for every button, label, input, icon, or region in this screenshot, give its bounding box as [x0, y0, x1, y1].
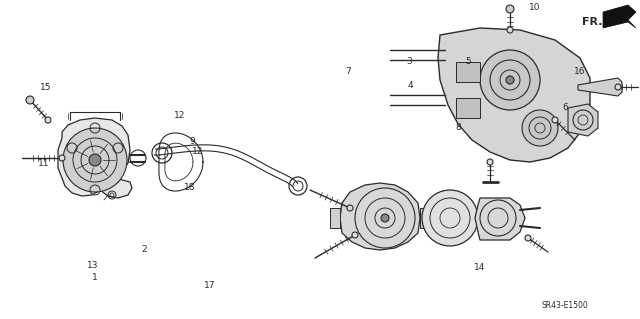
Text: 12: 12	[192, 147, 204, 157]
Circle shape	[487, 159, 493, 165]
Circle shape	[615, 84, 621, 90]
Circle shape	[352, 232, 358, 238]
Text: 12: 12	[174, 110, 186, 120]
Polygon shape	[438, 28, 590, 162]
Circle shape	[45, 117, 51, 123]
Circle shape	[381, 214, 389, 222]
Polygon shape	[578, 78, 622, 96]
Polygon shape	[475, 198, 525, 240]
Text: 17: 17	[204, 280, 216, 290]
Text: FR.: FR.	[582, 17, 602, 27]
Polygon shape	[456, 62, 480, 82]
Circle shape	[522, 110, 558, 146]
Polygon shape	[603, 5, 636, 28]
Text: 6: 6	[562, 103, 568, 113]
Text: 3: 3	[406, 57, 412, 66]
Text: 16: 16	[574, 68, 586, 77]
Circle shape	[507, 27, 513, 33]
Text: 15: 15	[40, 84, 52, 93]
Circle shape	[480, 50, 540, 110]
Polygon shape	[58, 118, 132, 198]
Text: 10: 10	[529, 4, 541, 12]
Text: 18: 18	[184, 183, 196, 192]
Circle shape	[59, 155, 65, 161]
Text: 4: 4	[407, 80, 413, 90]
Circle shape	[26, 96, 34, 104]
Text: 14: 14	[474, 263, 486, 272]
Circle shape	[89, 154, 101, 166]
Text: SR43-E1500: SR43-E1500	[541, 300, 588, 309]
Text: 8: 8	[455, 123, 461, 132]
Text: 13: 13	[87, 261, 99, 270]
Polygon shape	[568, 104, 598, 136]
Polygon shape	[340, 183, 420, 250]
Polygon shape	[420, 208, 430, 228]
Circle shape	[552, 117, 558, 123]
Circle shape	[506, 76, 514, 84]
Circle shape	[422, 190, 478, 246]
Circle shape	[63, 128, 127, 192]
Text: 7: 7	[345, 68, 351, 77]
Text: 5: 5	[465, 57, 471, 66]
Text: 2: 2	[141, 246, 147, 255]
Circle shape	[525, 235, 531, 241]
Circle shape	[506, 5, 514, 13]
Text: 1: 1	[92, 273, 98, 283]
Circle shape	[347, 205, 353, 211]
Polygon shape	[456, 98, 480, 118]
Text: 11: 11	[38, 160, 50, 168]
Polygon shape	[330, 208, 340, 228]
Text: 9: 9	[189, 137, 195, 146]
